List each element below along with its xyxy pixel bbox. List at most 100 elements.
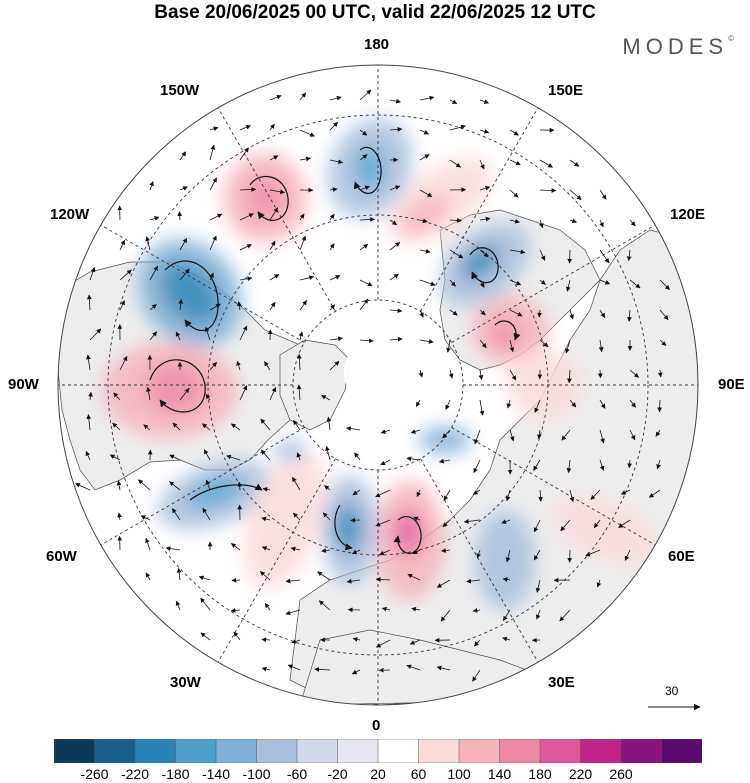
wind-vector [509,369,517,381]
wind-vector [505,489,511,502]
wind-vector [269,301,276,311]
anomaly-cell [398,193,452,237]
wind-vector [419,189,433,198]
colorbar-tick-label: -60 [286,766,308,782]
wind-vector [205,479,211,491]
wind-vector [209,235,217,251]
wind-vector [389,219,398,226]
colorbar-tick-label: 260 [609,766,633,782]
wind-vector [389,126,403,132]
wind-vector [375,639,391,648]
wind-vector [657,399,663,413]
wind-vector [149,216,160,221]
wind-vector [202,507,211,521]
wind-vector [261,516,271,522]
wind-vector [375,519,391,527]
streamline [469,247,499,284]
wind-vector [165,546,181,551]
wind-vector [359,279,373,287]
anomaly-cell [186,475,244,509]
wind-vector [296,384,302,401]
colorbar-segment [620,739,663,763]
wind-vector [143,424,151,431]
wind-vector [318,600,331,611]
streamline [189,483,263,501]
wind-vector [629,219,636,227]
wind-vector [567,369,572,384]
wind-vectors [75,89,670,682]
wind-vector [419,154,430,161]
wind-vector [412,549,421,555]
wind-vector [539,219,544,229]
wind-vector [264,361,271,371]
wind-vector [419,309,424,318]
wind-vector [261,546,271,551]
wind-vector [590,489,601,500]
wind-vector [389,98,401,104]
streamline [494,320,521,341]
wind-vector [410,429,421,434]
wind-vector [539,339,549,348]
lon-label-150e: 150E [548,82,584,99]
wind-vector [599,309,606,319]
streamline [334,504,353,551]
wind-vector [569,399,577,408]
wind-vector [236,360,241,371]
anomaly-cell [419,426,471,454]
colorbar-segment [337,739,379,763]
lon-label-90w: 90W [8,376,39,393]
wind-vector [109,454,121,461]
wind-vector [419,218,428,224]
wind-vector [479,309,486,316]
wind-vector [533,519,541,533]
wind-vector [329,95,342,101]
wind-vector [567,249,573,264]
lon-label-0: 0 [372,717,381,734]
wind-vector [226,454,241,461]
wind-vector [509,129,519,136]
colorbar-tick-label: 180 [528,766,552,782]
wind-vector [239,276,253,282]
wind-vector [618,519,631,528]
wind-vector [620,489,631,495]
wind-vector [239,213,254,221]
wind-vector [177,211,183,221]
wind-vector [380,459,391,466]
lon-label-150w: 150W [160,82,200,99]
wind-vector [561,429,571,441]
wind-vector [296,452,302,461]
wind-vector [449,279,456,287]
wind-vector [479,249,489,258]
wind-vector [598,339,604,353]
wind-vector [473,459,481,474]
wind-vector [627,459,633,469]
greenland-land [279,339,351,431]
wind-vector [596,579,602,588]
wind-vector [239,385,248,401]
wind-vector [269,155,279,161]
colorbar-tick-label: -20 [327,766,348,782]
wind-vector [539,188,557,193]
wind-vector [472,608,481,613]
wind-vector [149,331,158,341]
colorbar-segment [134,739,177,763]
wind-vector [230,423,241,431]
colorbar [54,739,702,763]
wind-vector [329,360,340,371]
wind-vector [566,459,572,474]
colorbar-segment [539,739,582,763]
wind-vector [509,189,519,198]
wind-vector [329,304,336,311]
wind-vector [89,267,96,281]
wind-vector [624,549,631,561]
wind-vector [146,386,151,401]
wind-vector [569,309,574,320]
wind-vector [299,275,315,281]
colorbar-segment [418,739,460,763]
wind-vector [209,126,219,132]
wind-vector [509,249,526,255]
anomaly-cell [460,244,500,280]
pole-cap [344,338,412,406]
colorbar-segment [580,739,622,763]
colorbar-tick-label: 100 [447,766,471,782]
